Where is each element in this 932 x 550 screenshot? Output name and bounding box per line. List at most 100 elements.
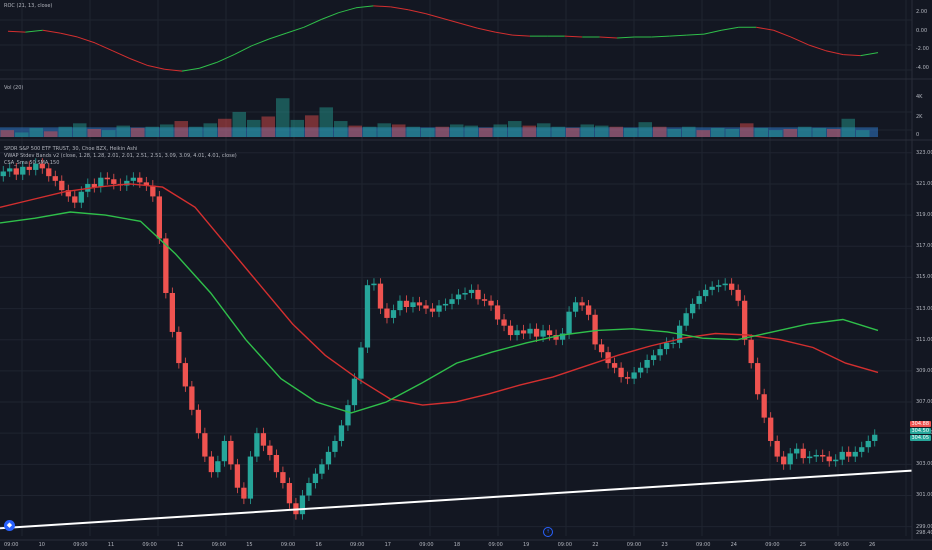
- logo-icon[interactable]: ◆: [4, 520, 15, 531]
- candle-body: [273, 454, 280, 473]
- roc-line-segment: [686, 33, 705, 36]
- candle-body: [605, 352, 611, 364]
- candle-body: [520, 330, 527, 334]
- candle-body: [72, 196, 78, 203]
- price-pane-subtitle: VWAP Stdev Bands v2 (close, 1.28, 1.28, …: [4, 153, 237, 159]
- candle-body: [65, 190, 71, 197]
- candle-body: [455, 294, 462, 300]
- candle-body: [130, 177, 136, 181]
- candle-body: [20, 166, 26, 175]
- volume-bar: [421, 127, 435, 137]
- price-pane[interactable]: [0, 158, 913, 530]
- volume-bar: [551, 126, 565, 137]
- candle-body: [748, 339, 754, 364]
- volume-axis-label: 0: [916, 132, 920, 138]
- volume-axis-label: 4K: [916, 94, 923, 100]
- candle-body: [507, 325, 514, 336]
- time-axis-label: 09:00: [696, 542, 711, 548]
- candle-body: [325, 451, 332, 465]
- price-badge-high: 304.88: [909, 421, 931, 427]
- roc-axis-label: -2.00: [916, 46, 929, 52]
- roc-line-segment: [825, 50, 844, 56]
- price-axis-label: 298.40: [916, 530, 932, 536]
- roc-line-segment: [216, 54, 235, 63]
- candle-body: [729, 283, 735, 290]
- price-badge-low: 304.05: [909, 435, 931, 441]
- roc-line-segment: [338, 7, 357, 14]
- volume-bar: [566, 127, 580, 137]
- time-axis-label: 09:00: [488, 542, 503, 548]
- candle-body: [280, 472, 286, 484]
- candle-body: [163, 238, 169, 293]
- candle-body: [260, 433, 267, 446]
- roc-line-segment: [808, 44, 826, 52]
- roc-line-segment: [268, 32, 287, 40]
- marker-icon[interactable]: ↑: [543, 527, 553, 537]
- candle-body: [872, 434, 878, 441]
- volume-bar: [435, 126, 449, 137]
- candle-body: [598, 344, 605, 353]
- price-axis-label: 307.00: [916, 399, 932, 406]
- volume-bar: [232, 111, 246, 137]
- candle-body: [800, 448, 806, 459]
- candle-body: [254, 433, 260, 457]
- price-axis-label: 321.00: [916, 180, 932, 187]
- time-axis-label: 09:00: [626, 542, 642, 548]
- time-axis-label: 09:00: [765, 542, 780, 548]
- roc-line-segment: [703, 29, 722, 35]
- roc-pane: [7, 5, 879, 72]
- volume-bar: [218, 118, 232, 137]
- price-pane-subtitle-2: CSA_Sma 50 SMA 150: [4, 160, 60, 166]
- candle-body: [228, 440, 234, 465]
- volume-bar: [261, 116, 275, 137]
- volume-bar: [189, 126, 203, 137]
- volume-bar: [145, 126, 159, 137]
- roc-line-segment: [843, 54, 861, 57]
- candle-body: [403, 300, 410, 308]
- roc-axis-label: 0.00: [916, 28, 928, 34]
- roc-line-segment: [425, 13, 444, 20]
- roc-line-segment: [60, 32, 78, 38]
- price-axis-label: 299.00: [916, 523, 932, 530]
- price-axis-label: 317.00: [916, 243, 932, 250]
- candle-body: [755, 363, 761, 395]
- roc-line-segment: [181, 67, 200, 72]
- candle-body: [501, 319, 507, 326]
- candle-body: [514, 330, 520, 336]
- candle-body: [371, 283, 377, 286]
- roc-line-segment: [355, 5, 374, 9]
- candle-body: [241, 487, 247, 499]
- candle-body: [572, 302, 579, 312]
- candle-body: [150, 185, 156, 197]
- candle-body: [781, 456, 787, 465]
- volume-bar: [58, 126, 72, 137]
- candle-body: [26, 166, 32, 170]
- candle-body: [637, 367, 644, 373]
- candle-body: [137, 177, 143, 183]
- roc-axis-label: -4.00: [916, 65, 929, 71]
- volume-bar: [450, 124, 464, 137]
- candle-body: [39, 163, 45, 169]
- candle-body: [410, 302, 416, 308]
- candle-body: [169, 292, 175, 332]
- candle-body: [208, 456, 215, 473]
- roc-line-segment: [7, 30, 26, 33]
- candle-body: [650, 355, 657, 360]
- candle-body: [742, 300, 748, 340]
- volume-bar: [73, 123, 87, 137]
- roc-line-segment: [790, 36, 809, 46]
- candle-body: [345, 405, 351, 426]
- volume-bar: [783, 129, 797, 137]
- candle-body: [709, 286, 715, 290]
- candle-body: [663, 342, 670, 350]
- roc-line-segment: [408, 9, 426, 15]
- price-axis-label: 303.00: [916, 461, 932, 468]
- roc-line-segment: [564, 35, 583, 38]
- candle-body: [267, 445, 273, 455]
- volume-bar: [319, 107, 333, 137]
- time-axis-label: 09:00: [350, 542, 365, 548]
- volume-bar: [0, 130, 14, 137]
- candle-body: [189, 386, 195, 410]
